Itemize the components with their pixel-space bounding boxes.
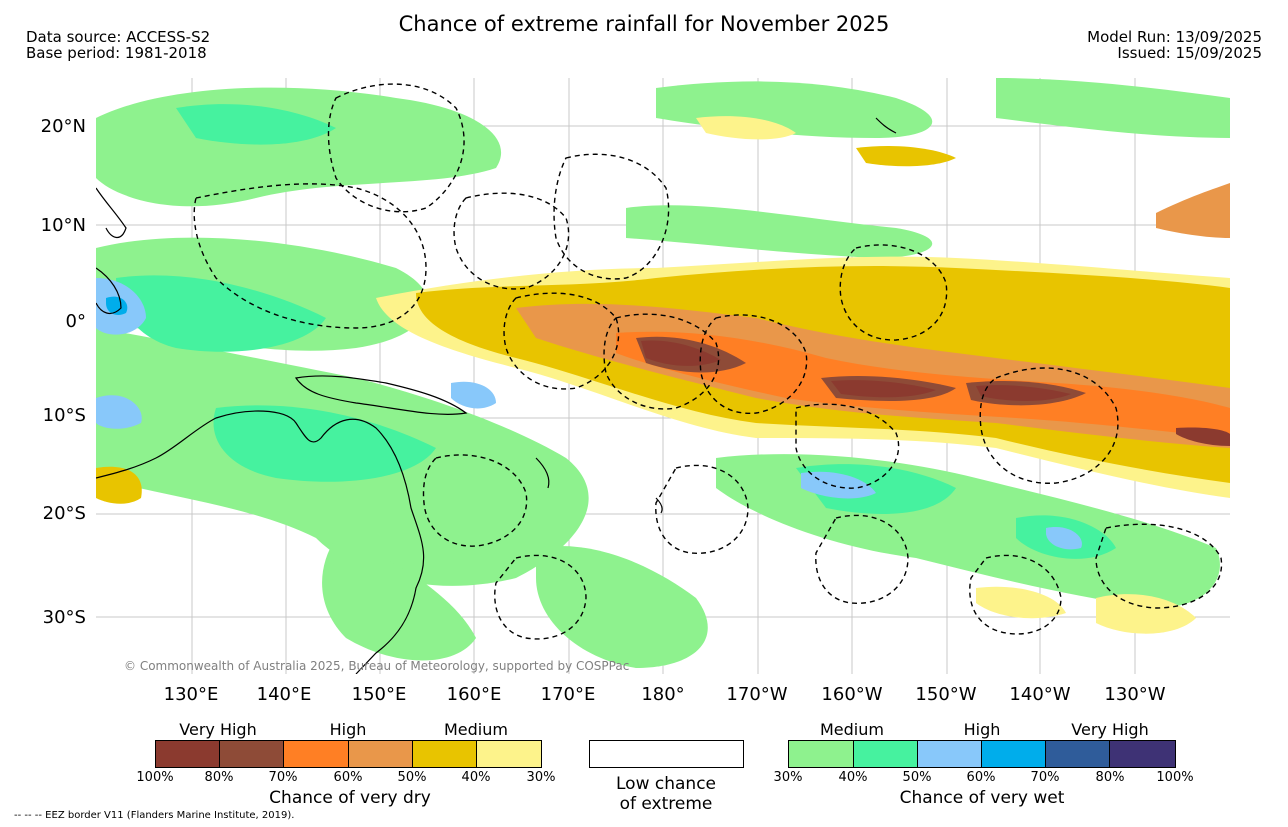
lon-label-140w: 140°W: [1009, 684, 1071, 705]
dry-tick-80: 80%: [204, 770, 234, 785]
lon-label-150w: 150°W: [915, 684, 977, 705]
wet-swatch-3: [918, 741, 982, 767]
dry-tick-40: 40%: [461, 770, 491, 785]
wet-swatch-5: [1046, 741, 1110, 767]
coastlines: [96, 117, 897, 674]
australia-coast: [96, 410, 425, 674]
low-chance-line2: of extreme: [619, 794, 713, 814]
low-chance-swatch: [589, 740, 744, 768]
dry-tick-30: 30%: [526, 770, 556, 785]
dry-swatch-4: [349, 741, 413, 767]
dry-category-medium: Medium: [444, 720, 508, 739]
lat-label-equator: 0°: [65, 311, 86, 332]
wet-swatch-4: [982, 741, 1046, 767]
eez-borders: [193, 83, 1223, 640]
low-chance-line1: Low chance: [616, 774, 716, 794]
data-source-label: Data source: ACCESS-S2: [26, 28, 211, 46]
dry-swatch-3: [284, 741, 349, 767]
lon-label-130e: 130°E: [163, 684, 219, 705]
wet-tick-30: 30%: [773, 770, 803, 785]
issued-label: Issued: 15/09/2025: [1117, 44, 1262, 62]
lon-label-140e: 140°E: [256, 684, 312, 705]
lon-label-170w: 170°W: [726, 684, 788, 705]
lon-label-160e: 160°E: [446, 684, 502, 705]
dry-swatch-5: [413, 741, 477, 767]
wet-category-very-high: Very High: [1071, 720, 1149, 739]
wet-tick-70: 70%: [1030, 770, 1060, 785]
hawaii-coast: [875, 117, 897, 134]
eez-footnote: -- -- -- EEZ border V11 (Flanders Marine…: [14, 810, 295, 821]
wet-swatch-1: [789, 741, 854, 767]
dry-swatch-6: [477, 741, 541, 767]
lat-label-20s: 20°S: [42, 503, 86, 524]
wet-tick-60: 60%: [966, 770, 996, 785]
dry-category-high: High: [329, 720, 367, 739]
wet-category-high: High: [963, 720, 1001, 739]
lon-label-150e: 150°E: [351, 684, 407, 705]
wet-tick-50: 50%: [902, 770, 932, 785]
base-period-label: Base period: 1981-2018: [26, 44, 207, 62]
dry-swatch-2: [220, 741, 284, 767]
lat-label-20n: 20°N: [40, 116, 86, 137]
dry-tick-50: 50%: [397, 770, 427, 785]
copyright-text: © Commonwealth of Australia 2025, Bureau…: [124, 659, 629, 673]
dry-tick-70: 70%: [268, 770, 298, 785]
model-run-label: Model Run: 13/09/2025: [1087, 28, 1262, 46]
wet-swatch-6: [1110, 741, 1175, 767]
dry-tick-100: 100%: [136, 770, 174, 785]
rainfall-map: © Commonwealth of Australia 2025, Bureau…: [96, 78, 1230, 674]
lon-label-160w: 160°W: [821, 684, 883, 705]
wet-swatch-2: [854, 741, 918, 767]
wet-tick-100: 100%: [1156, 770, 1194, 785]
dry-swatch-1: [156, 741, 220, 767]
dry-category-very-high: Very High: [179, 720, 257, 739]
borneo-coast: [96, 267, 122, 315]
fiji-coast: [655, 497, 663, 514]
new-guinea-coast: [294, 375, 468, 415]
lon-label-180: 180°: [641, 684, 685, 705]
wet-category-medium: Medium: [820, 720, 884, 739]
dry-colorbar: [155, 740, 542, 768]
dry-legend-title: Chance of very dry: [269, 788, 431, 808]
lat-label-30s: 30°S: [42, 607, 86, 628]
lat-label-10s: 10°S: [42, 405, 86, 426]
wet-tick-80: 80%: [1095, 770, 1125, 785]
dry-tick-60: 60%: [333, 770, 363, 785]
wet-tick-40: 40%: [838, 770, 868, 785]
lon-label-170e: 170°E: [540, 684, 596, 705]
wet-anomaly-layer: [96, 78, 1230, 668]
lat-label-10n: 10°N: [40, 215, 86, 236]
wet-colorbar: [788, 740, 1176, 768]
wet-legend-title: Chance of very wet: [899, 788, 1065, 808]
vanuatu-coast: [535, 457, 550, 489]
map-title: Chance of extreme rainfall for November …: [398, 12, 890, 36]
lon-label-130w: 130°W: [1104, 684, 1166, 705]
philippines-coast: [96, 187, 127, 238]
